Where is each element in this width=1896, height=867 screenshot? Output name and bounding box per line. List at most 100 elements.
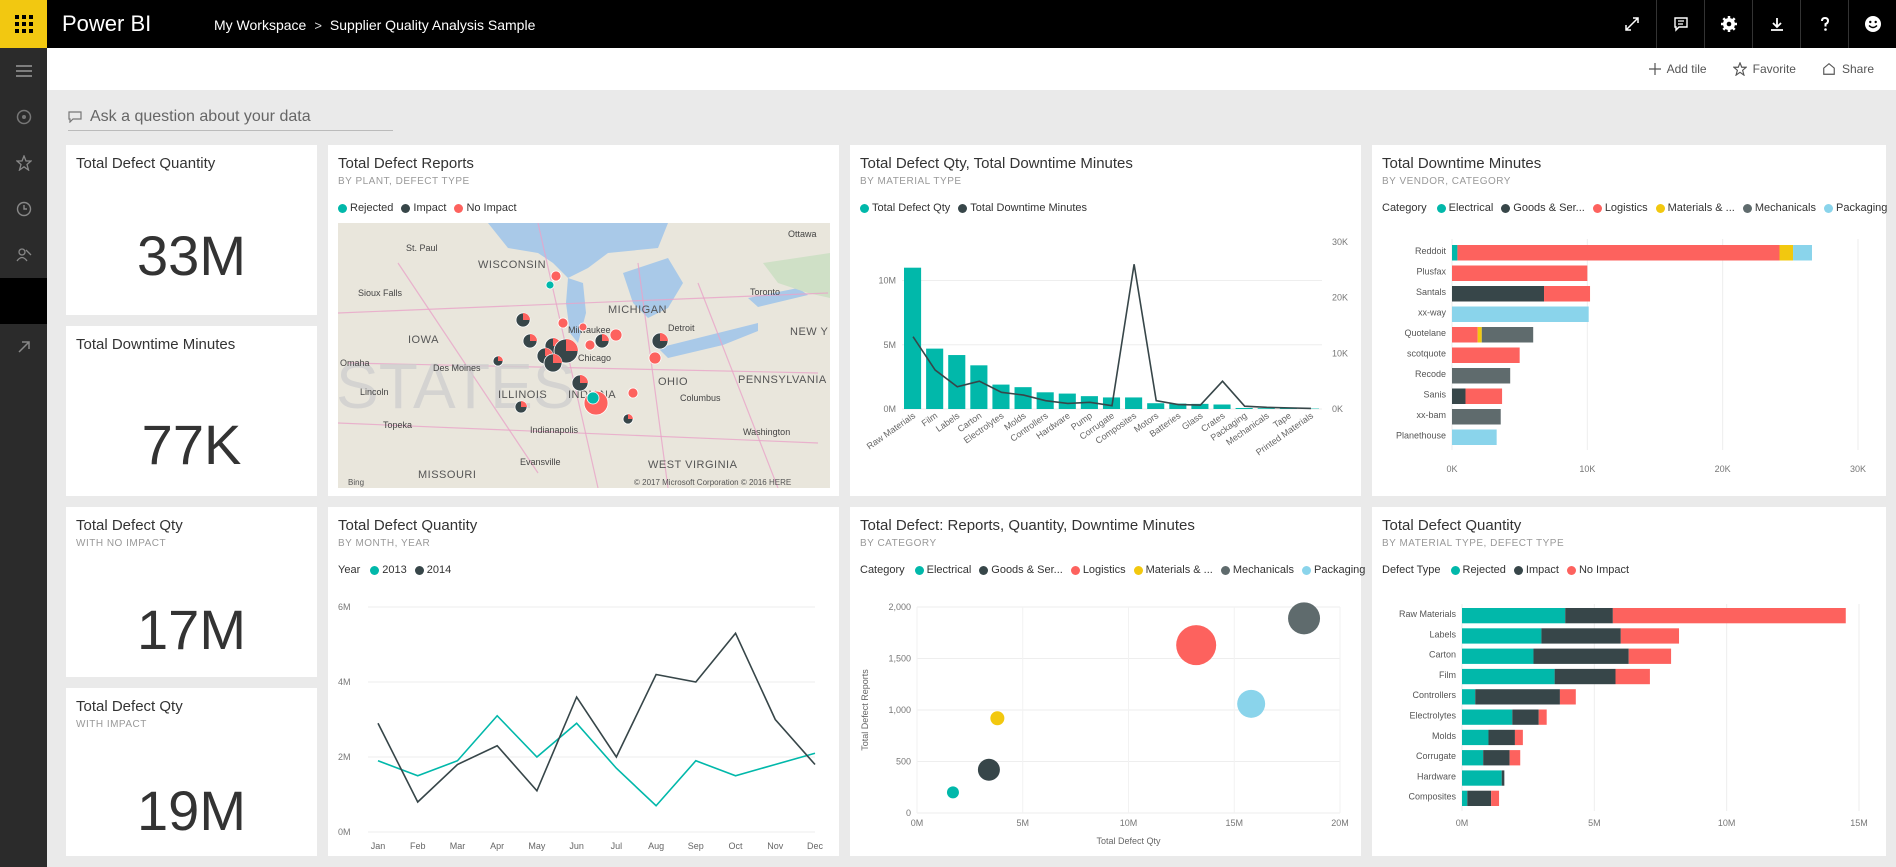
legend-item[interactable]: Goods & Ser... [1501,202,1585,214]
x-tick: Feb [410,841,426,851]
legend-item-impact[interactable]: Impact [401,202,446,214]
legend-item[interactable]: Logistics [1070,564,1126,576]
legend-item-impact[interactable]: Impact [1513,564,1559,576]
app-name[interactable]: Power BI [62,11,152,36]
app-launcher-button[interactable] [0,0,47,48]
legend-label: Electrical [926,564,972,576]
nav-home[interactable] [0,94,47,140]
legend-item-no-impact[interactable]: No Impact [1566,564,1629,576]
card-total-defect-quantity[interactable]: Total Defect Quantity 33M [66,145,317,315]
breadcrumb-workspace[interactable]: My Workspace [214,17,307,33]
card-defect-qty-with-impact[interactable]: Total Defect Qty WITH IMPACT 19M [66,688,317,856]
bubble-circle [550,270,562,282]
tile-defect-scatter[interactable]: Total Defect: Reports, Quantity, Downtim… [850,507,1365,856]
legend-item[interactable]: Materials & ... [1133,564,1213,576]
legend-item-no-impact[interactable]: No Impact [454,202,517,214]
category-label: Film [1439,670,1456,680]
legend-item-downtime[interactable]: Total Downtime Minutes [958,202,1087,214]
legend-item[interactable]: Packaging [1302,564,1365,576]
favorite-button[interactable]: Favorite [1732,62,1796,76]
map-bubble [522,333,538,349]
scatter-chart[interactable]: 0 500 1,000 1,500 2,000 0M 5M 10M 15M 20M Total De… [850,582,1361,855]
nav-favorites[interactable] [0,140,47,186]
tile-subtitle: BY MONTH, YEAR [338,538,431,549]
map-bubble [578,322,588,332]
category-label: Santals [1416,287,1447,297]
tile-defect-qty-downtime-combo[interactable]: Total Defect Qty, Total Downtime Minutes… [850,145,1361,496]
bar-segment [1452,368,1511,384]
card-value: 77K [141,413,242,476]
tile-defect-qty-by-material[interactable]: Total Defect Quantity BY MATERIAL TYPE, … [1372,507,1886,856]
vendor-bar-chart[interactable]: 0K 10K 20K 30K Reddoit Plusfax Santals xx-way Qu… [1372,220,1886,495]
x-tick: Apr [490,841,504,851]
fullscreen-button[interactable] [1608,0,1656,48]
x-axis-label: Total Defect Qty [1096,836,1161,846]
material-bar-chart[interactable]: 0M 5M 10M 15M Raw Materials Labels Carton Film C… [1372,582,1886,855]
tile-title: Total Defect Qty, Total Downtime Minutes [860,155,1133,172]
settings-button[interactable] [1704,0,1752,48]
feedback-button[interactable] [1848,0,1896,48]
legend-item-2013[interactable]: 2013 [370,564,407,576]
map-city-label: Milwaukee [568,325,611,335]
card-title: Total Defect Quantity [76,155,216,172]
card-defect-qty-no-impact[interactable]: Total Defect Qty WITH NO IMPACT 17M [66,507,317,677]
legend-item-rejected[interactable]: Rejected [338,202,393,214]
nav-recent[interactable] [0,186,47,232]
recent-clock-icon [16,201,31,217]
tile-defect-qty-by-month[interactable]: Total Defect Quantity BY MONTH, YEAR Yea… [328,507,839,856]
card-subtitle: WITH NO IMPACT [76,538,167,549]
bar-segment [1491,790,1500,806]
bar [1014,387,1032,409]
legend-item[interactable]: Mechanicals [1220,564,1294,576]
card-total-downtime-minutes[interactable]: Total Downtime Minutes 77K [66,326,317,496]
bubble-map[interactable]: STATESWISCONSINMICHIGANIOWAILLINOISINDIA… [338,223,830,488]
legend-item[interactable]: Logistics [1592,202,1648,214]
bubble-circle [648,351,662,365]
bubble-slice [521,401,527,407]
qa-input[interactable]: Ask a question about your data [68,103,393,131]
tile-downtime-by-vendor[interactable]: Total Downtime Minutes BY VENDOR, CATEGO… [1372,145,1887,496]
nav-apps[interactable] [0,232,47,278]
x-tick: Aug [648,841,664,851]
map-bubble [515,312,531,328]
nav-workspaces[interactable] [0,278,47,324]
scatter-point [990,711,1005,726]
legend-item[interactable]: Goods & Ser... [979,564,1063,576]
bar-segment [1509,750,1521,766]
card-title: Total Defect Qty [76,698,183,715]
legend-item-defect-qty[interactable]: Total Defect Qty [860,202,950,214]
tile-title: Total Defect: Reports, Quantity, Downtim… [860,517,1195,534]
map-bubble [651,332,669,350]
map-legend: Rejected Impact No Impact [338,202,517,214]
bar [1191,403,1209,409]
share-button[interactable]: Share [1822,62,1874,76]
nav-menu-button[interactable] [0,48,47,94]
bar-segment [1457,245,1780,261]
add-tile-button[interactable]: Add tile [1648,62,1707,76]
legend-item[interactable]: Materials & ... [1655,202,1735,214]
bar-segment [1559,689,1576,705]
legend-item-2014[interactable]: 2014 [414,564,451,576]
breadcrumb-dashboard[interactable]: Supplier Quality Analysis Sample [329,17,536,33]
favorites-star-icon [15,155,32,171]
legend-item[interactable]: Packaging [1824,202,1887,214]
help-button[interactable] [1800,0,1848,48]
x-tick: 20M [1331,818,1349,828]
legend-item-rejected[interactable]: Rejected [1450,564,1506,576]
map-bubble [492,355,504,367]
bar-segment [1452,409,1501,425]
legend-item[interactable]: Electrical [1436,202,1493,214]
tile-defect-reports-map[interactable]: Total Defect Reports BY PLANT, DEFECT TY… [328,145,839,496]
legend-item[interactable]: Electrical [914,564,972,576]
nav-get-data[interactable] [0,324,47,370]
bar [1169,403,1187,409]
bar-segment [1462,750,1484,766]
line-chart[interactable]: 0M 2M 4M 6M Jan Feb Mar Apr May Jun Jul Aug Sep Oct No… [328,582,839,855]
download-button[interactable] [1752,0,1800,48]
tile-title: Total Defect Quantity [1382,517,1522,534]
map-road [347,362,819,374]
comment-button[interactable] [1656,0,1704,48]
bar-segment [1462,709,1513,725]
legend-item[interactable]: Mechanicals [1742,202,1816,214]
